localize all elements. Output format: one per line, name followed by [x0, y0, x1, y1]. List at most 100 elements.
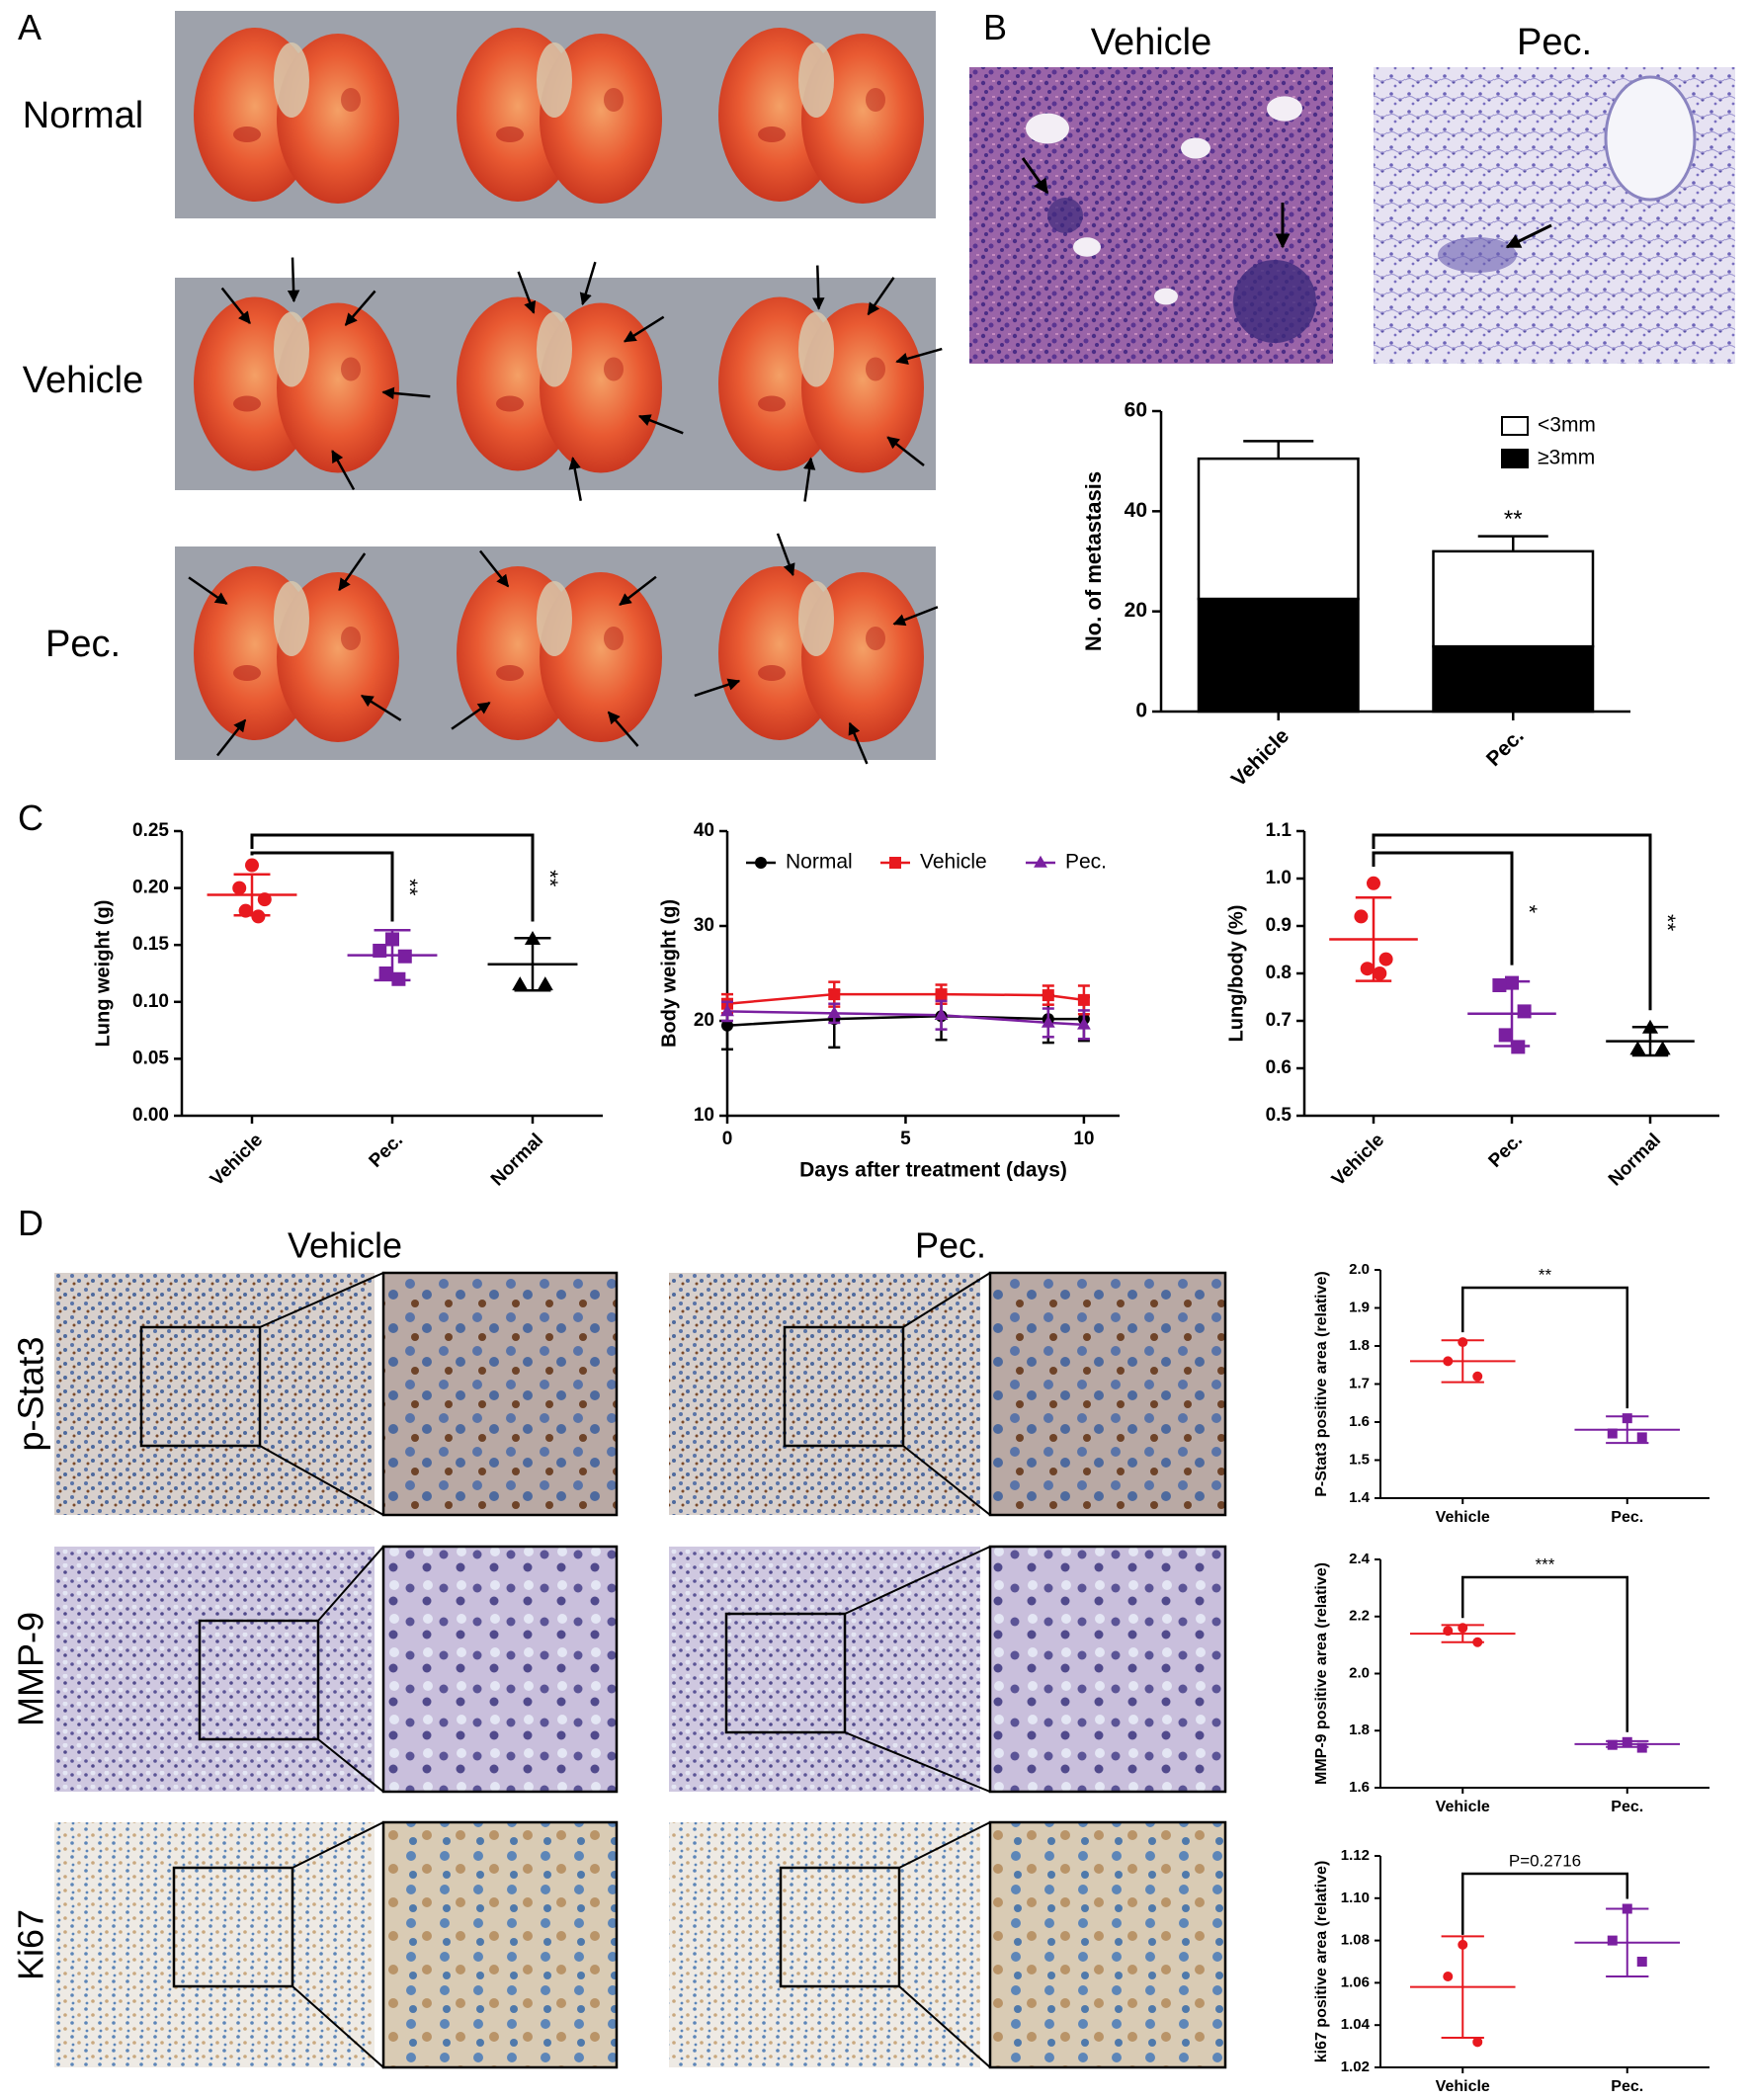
bar [1432, 549, 1595, 648]
alveolus [1267, 96, 1302, 122]
bar [1432, 644, 1595, 714]
marker [720, 1004, 734, 1017]
y-tick-label: 0.20 [132, 878, 169, 898]
marker [1636, 1432, 1647, 1443]
significance-label: ** [1539, 1265, 1552, 1284]
legend-label: <3mm [1538, 414, 1596, 437]
y-tick-label: 20 [1125, 599, 1147, 622]
marker [391, 971, 406, 986]
marker [537, 976, 553, 991]
legend-label: ≥3mm [1538, 447, 1595, 469]
marker [1636, 1957, 1647, 1967]
bracket [1461, 1286, 1628, 1409]
marker [1498, 1028, 1513, 1043]
x-tick-label: 10 [1073, 1129, 1094, 1149]
significance-label: ** [538, 870, 562, 887]
marker [935, 988, 948, 1001]
marker [1472, 1637, 1483, 1647]
marker [1443, 1356, 1454, 1367]
marker [1367, 876, 1380, 890]
arrow [188, 576, 228, 605]
marker [385, 932, 399, 947]
marker [1607, 1739, 1618, 1750]
marker [721, 1019, 733, 1032]
lung-spot [758, 126, 786, 142]
marker [1472, 2037, 1483, 2048]
zoom-connector [898, 1985, 991, 2068]
arrow [776, 533, 795, 577]
row-label: MMP-9 [11, 1612, 51, 1726]
marker [245, 858, 259, 873]
arrow [568, 457, 582, 501]
marker [827, 1006, 842, 1019]
bracket [250, 851, 394, 922]
marker [1622, 1736, 1632, 1747]
row-label: Normal [23, 95, 143, 136]
y-axis-label: MMP-9 positive area (relative) [1313, 1562, 1330, 1785]
y-tick-label: 0 [1135, 700, 1147, 722]
arrow [451, 702, 491, 730]
x-tick-label: Normal [487, 1130, 547, 1190]
ihc-image [669, 1273, 980, 1515]
marker [1458, 1337, 1468, 1348]
y-tick-label: 0.5 [1266, 1105, 1292, 1126]
y-tick-label: 40 [694, 820, 714, 841]
x-tick-label: 0 [722, 1129, 733, 1149]
zoom-connector [844, 1546, 991, 1615]
trachea [537, 311, 572, 387]
arrow [867, 277, 895, 316]
annotation: ** [1504, 506, 1523, 533]
zoom-box [172, 1866, 294, 1988]
marker [1505, 975, 1519, 990]
nodule [1047, 198, 1083, 233]
y-axis-label: P-Stat3 positive area (relative) [1313, 1271, 1330, 1497]
vessel [1604, 75, 1697, 202]
lung-spot [233, 126, 261, 142]
lung-spot [758, 665, 786, 681]
y-tick-label: 1.8 [1349, 1722, 1370, 1738]
zoom-connector [317, 1546, 384, 1622]
y-tick-label: 1.1 [1266, 820, 1292, 841]
bar [1197, 457, 1360, 601]
y-tick-label: 1.6 [1349, 1413, 1370, 1430]
ihc-image [54, 1822, 375, 2067]
row-label: Ki67 [11, 1909, 51, 1980]
arrow [517, 271, 537, 314]
x-tick-label: Vehicle [1436, 1799, 1490, 1815]
marker [1607, 1935, 1618, 1946]
y-axis-label: No. of metastasis [1081, 471, 1106, 651]
y-tick-label: 1.08 [1341, 1932, 1370, 1949]
x-tick-label: Pec. [1482, 724, 1529, 771]
y-tick-label: 1.04 [1341, 2016, 1371, 2033]
x-tick-label: Vehicle [1328, 1130, 1388, 1190]
trachea [274, 42, 309, 118]
arrow [215, 718, 247, 757]
y-tick-label: 1.06 [1341, 1974, 1370, 1990]
arrow [812, 265, 825, 310]
ihc-zoom [381, 1820, 619, 2069]
zoom-connector [898, 1821, 991, 1869]
x-tick-label: Pec. [1611, 2078, 1643, 2095]
zoom-connector [259, 1445, 384, 1516]
line [726, 992, 1085, 1005]
arrow [694, 678, 741, 698]
y-tick-label: 0.15 [132, 934, 169, 955]
arrow [848, 721, 869, 765]
y-tick-label: 1.8 [1349, 1337, 1370, 1354]
zoom-box [783, 1325, 905, 1448]
alveolus [1073, 237, 1101, 257]
y-tick-label: 0.8 [1266, 963, 1292, 983]
trachea [537, 42, 572, 118]
lung-spot [496, 395, 524, 412]
legend-label: Pec. [1065, 851, 1107, 874]
lung-spot [866, 88, 885, 112]
marker [1458, 1939, 1468, 1950]
legend-swatch [1501, 449, 1529, 468]
marker [1607, 1428, 1618, 1439]
marker [1443, 1971, 1454, 1981]
lung-spot [233, 665, 261, 681]
marker [232, 881, 247, 895]
lung-spot [758, 395, 786, 412]
marker [1472, 1371, 1483, 1382]
alveolus [1154, 288, 1178, 305]
